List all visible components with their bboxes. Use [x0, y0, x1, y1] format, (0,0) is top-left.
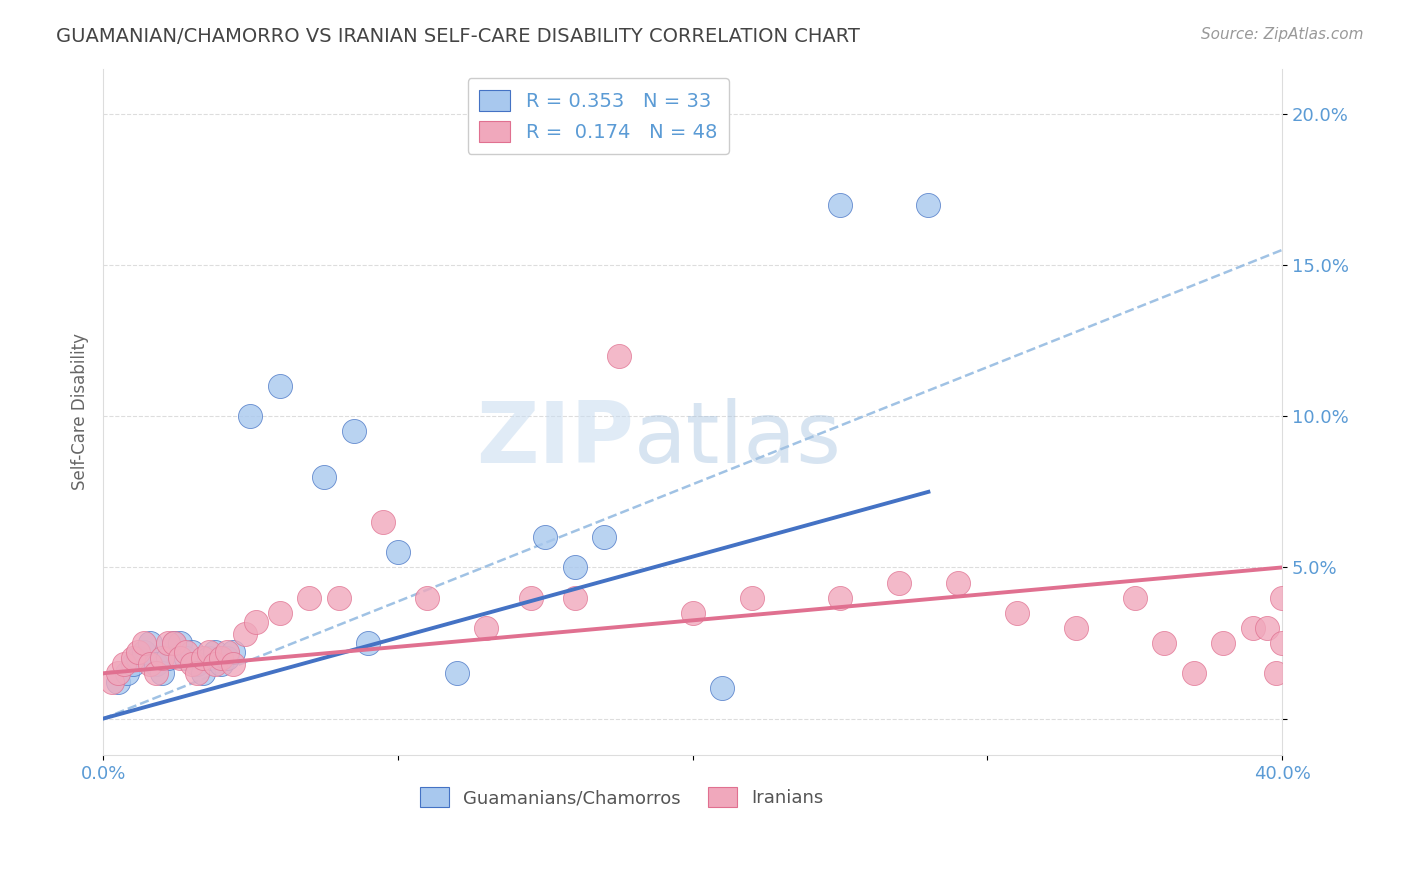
Point: [475, 621, 498, 635]
Point: [1123, 591, 1146, 605]
Point: [1005, 606, 1028, 620]
Text: GUAMANIAN/CHAMORRO VS IRANIAN SELF-CARE DISABILITY CORRELATION CHART: GUAMANIAN/CHAMORRO VS IRANIAN SELF-CARE …: [56, 27, 860, 45]
Point: [186, 666, 208, 681]
Point: [101, 675, 124, 690]
Point: [1153, 636, 1175, 650]
Point: [1182, 666, 1205, 681]
Point: [828, 197, 851, 211]
Point: [180, 657, 202, 672]
Point: [134, 636, 156, 650]
Text: Source: ZipAtlas.com: Source: ZipAtlas.com: [1201, 27, 1364, 42]
Point: [946, 575, 969, 590]
Point: [222, 657, 245, 672]
Point: [204, 645, 226, 659]
Point: [215, 651, 238, 665]
Point: [215, 645, 238, 659]
Point: [156, 636, 179, 650]
Point: [139, 657, 162, 672]
Text: atlas: atlas: [634, 398, 842, 481]
Point: [156, 651, 179, 665]
Point: [534, 530, 557, 544]
Point: [1064, 621, 1087, 635]
Point: [145, 657, 167, 672]
Point: [204, 657, 226, 672]
Point: [328, 591, 350, 605]
Point: [314, 469, 336, 483]
Point: [593, 530, 616, 544]
Point: [198, 651, 221, 665]
Point: [298, 591, 321, 605]
Point: [150, 666, 173, 681]
Point: [112, 657, 135, 672]
Point: [343, 425, 366, 439]
Point: [222, 645, 245, 659]
Point: [174, 645, 197, 659]
Point: [198, 645, 221, 659]
Point: [180, 645, 202, 659]
Point: [357, 636, 380, 650]
Point: [107, 666, 129, 681]
Point: [150, 651, 173, 665]
Point: [128, 645, 150, 659]
Point: [115, 666, 138, 681]
Point: [887, 575, 910, 590]
Point: [1256, 621, 1278, 635]
Point: [446, 666, 468, 681]
Point: [917, 197, 939, 211]
Point: [1212, 636, 1234, 650]
Point: [233, 627, 256, 641]
Legend: Guamanians/Chamorros, Iranians: Guamanians/Chamorros, Iranians: [413, 780, 831, 814]
Point: [193, 666, 215, 681]
Point: [139, 636, 162, 650]
Point: [682, 606, 704, 620]
Point: [169, 636, 191, 650]
Point: [209, 651, 232, 665]
Point: [828, 591, 851, 605]
Point: [371, 515, 394, 529]
Point: [607, 349, 630, 363]
Point: [564, 560, 586, 574]
Point: [387, 545, 409, 559]
Point: [163, 636, 186, 650]
Point: [269, 606, 291, 620]
Y-axis label: Self-Care Disability: Self-Care Disability: [72, 334, 89, 491]
Point: [128, 651, 150, 665]
Point: [121, 657, 143, 672]
Point: [269, 379, 291, 393]
Point: [741, 591, 763, 605]
Point: [239, 409, 262, 424]
Point: [145, 666, 167, 681]
Point: [1265, 666, 1288, 681]
Point: [245, 615, 267, 629]
Text: ZIP: ZIP: [475, 398, 634, 481]
Point: [186, 657, 208, 672]
Point: [209, 657, 232, 672]
Point: [564, 591, 586, 605]
Point: [416, 591, 439, 605]
Point: [174, 651, 197, 665]
Point: [1271, 636, 1294, 650]
Point: [107, 675, 129, 690]
Point: [519, 591, 541, 605]
Point: [1241, 621, 1264, 635]
Point: [711, 681, 734, 696]
Point: [1271, 591, 1294, 605]
Point: [169, 651, 191, 665]
Point: [121, 651, 143, 665]
Point: [193, 651, 215, 665]
Point: [134, 645, 156, 659]
Point: [163, 636, 186, 650]
